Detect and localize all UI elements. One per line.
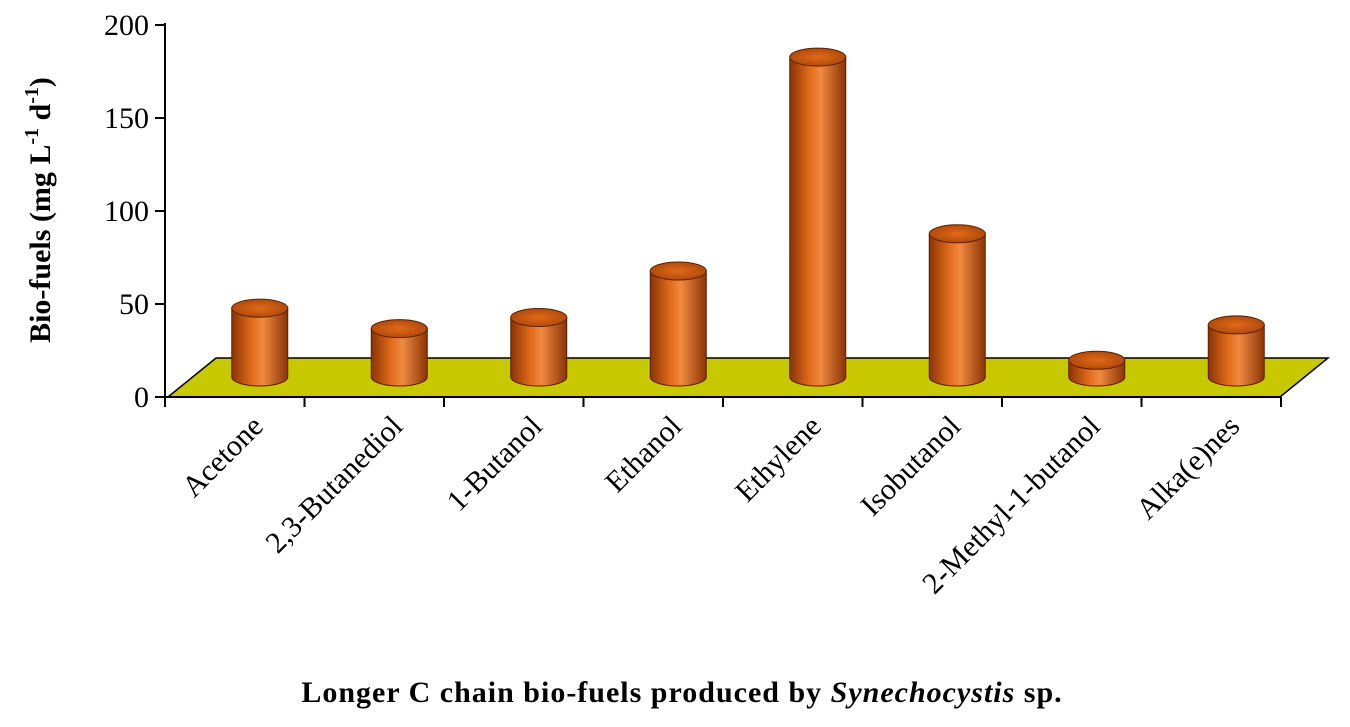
bar-top bbox=[1207, 315, 1265, 335]
bars bbox=[231, 47, 1265, 387]
bar bbox=[231, 298, 289, 387]
bar bbox=[510, 307, 568, 387]
chart-floor bbox=[165, 357, 1331, 398]
bar-body bbox=[510, 316, 568, 387]
x-axis-title: Longer C chain bio-fuels produced by Syn… bbox=[301, 676, 1062, 709]
bar-top bbox=[231, 298, 289, 318]
bar-body bbox=[649, 270, 707, 387]
bar-top bbox=[789, 47, 847, 67]
bar-body bbox=[370, 328, 428, 387]
y-tick-label: 50 bbox=[119, 288, 149, 321]
bar bbox=[789, 47, 847, 387]
bar bbox=[928, 224, 986, 387]
y-tick-label: 150 bbox=[104, 102, 149, 135]
category-label: 2,3-Butanediol bbox=[259, 410, 409, 560]
bar bbox=[370, 319, 428, 387]
category-label: Isobutanol bbox=[854, 410, 967, 523]
bar-top bbox=[928, 224, 986, 244]
category-label: Ethanol bbox=[599, 410, 688, 499]
y-tick-label: 0 bbox=[134, 381, 149, 414]
bar-body bbox=[789, 56, 847, 387]
y-tick-label: 100 bbox=[104, 195, 149, 228]
bar-body bbox=[231, 307, 289, 387]
bar-top bbox=[1068, 350, 1126, 370]
bar bbox=[649, 261, 707, 387]
category-label: Alka(e)nes bbox=[1130, 410, 1246, 526]
bar bbox=[1068, 350, 1126, 387]
category-label: Acetone bbox=[176, 410, 270, 504]
bar-body bbox=[1207, 324, 1265, 387]
category-label: 1-Butanol bbox=[441, 410, 549, 518]
y-axis-ticks: 0 50 100 150 200 bbox=[104, 9, 165, 414]
x-axis-ticks bbox=[164, 397, 1282, 407]
y-tick-label: 200 bbox=[104, 9, 149, 42]
bar bbox=[1207, 315, 1265, 387]
bar-top bbox=[649, 261, 707, 281]
y-axis-title: Bio-fuels (mg L-1 d-1) bbox=[21, 77, 57, 343]
category-label: Ethylene bbox=[729, 410, 828, 509]
bar-body bbox=[928, 233, 986, 387]
bar-top bbox=[370, 319, 428, 339]
bar-top bbox=[510, 307, 568, 327]
